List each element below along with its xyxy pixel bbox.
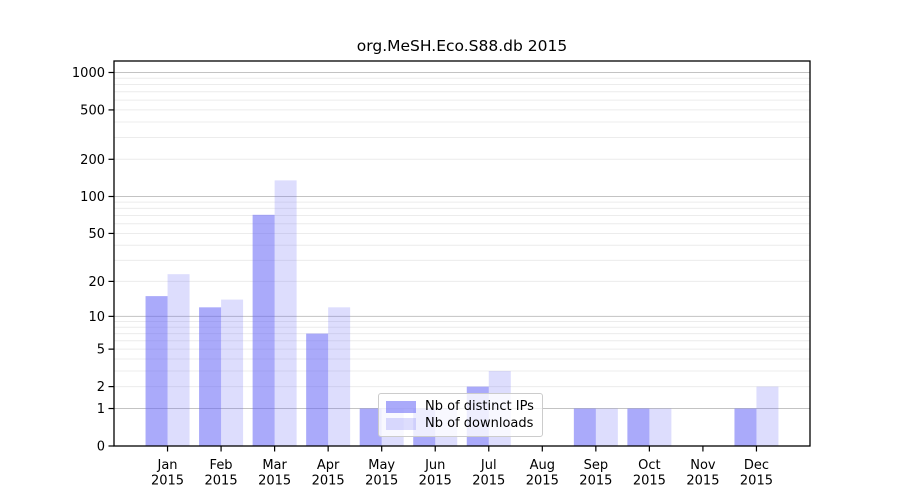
x-tick-label: Jan 2015 <box>151 458 184 489</box>
bar-distinct-ips <box>627 408 650 446</box>
bar-distinct-ips <box>359 408 382 446</box>
x-tick-label: Feb 2015 <box>205 458 238 489</box>
y-tick-label: 2 <box>97 380 105 395</box>
plot-border <box>113 60 811 447</box>
legend-label-distinct-ips: Nb of distinct IPs <box>425 399 534 414</box>
bar-distinct-ips <box>573 408 596 446</box>
x-tick-label: Aug 2015 <box>526 458 559 489</box>
y-tick-label: 1000 <box>72 66 105 81</box>
x-tick-label: Dec 2015 <box>740 458 773 489</box>
x-tick-label: Apr 2015 <box>312 458 345 489</box>
y-tick-label: 5 <box>97 343 105 358</box>
y-tick-label: 50 <box>88 227 105 242</box>
y-tick-label: 0 <box>97 440 105 455</box>
x-tick-label: Oct 2015 <box>633 458 666 489</box>
y-tick-label: 200 <box>80 153 105 168</box>
y-tick-label: 100 <box>80 190 105 205</box>
chart-title: org.MeSH.Eco.S88.db 2015 <box>356 37 568 55</box>
bar-downloads <box>649 408 672 446</box>
bar-downloads <box>167 274 190 446</box>
legend-entry-distinct-ips: Nb of distinct IPs <box>386 399 534 414</box>
x-tick-label: Mar 2015 <box>258 458 291 489</box>
y-tick-label: 20 <box>88 275 105 290</box>
y-tick-label: 10 <box>88 310 105 325</box>
legend-label-downloads: Nb of downloads <box>425 416 534 431</box>
x-tick-label: Nov 2015 <box>686 458 719 489</box>
y-tick-label: 1 <box>97 402 105 417</box>
bar-distinct-ips <box>734 408 757 446</box>
bar-downloads <box>274 180 297 446</box>
downloads-color-swatch <box>386 417 416 430</box>
legend: Nb of distinct IPs Nb of downloads <box>378 393 543 437</box>
bar-distinct-ips <box>145 296 168 446</box>
bar-distinct-ips <box>306 333 329 446</box>
ips-color-swatch <box>386 400 416 413</box>
bar-downloads <box>756 386 779 446</box>
x-tick-label: Jun 2015 <box>419 458 452 489</box>
bar-downloads <box>595 408 618 446</box>
bar-downloads <box>221 299 244 446</box>
x-tick-label: May 2015 <box>365 458 398 489</box>
legend-entry-downloads: Nb of downloads <box>386 416 534 431</box>
bar-distinct-ips <box>199 307 222 446</box>
x-tick-label: Sep 2015 <box>579 458 612 489</box>
y-tick-label: 500 <box>80 103 105 118</box>
x-tick-label: Jul 2015 <box>472 458 505 489</box>
bar-distinct-ips <box>252 214 275 446</box>
bar-downloads <box>328 307 351 446</box>
